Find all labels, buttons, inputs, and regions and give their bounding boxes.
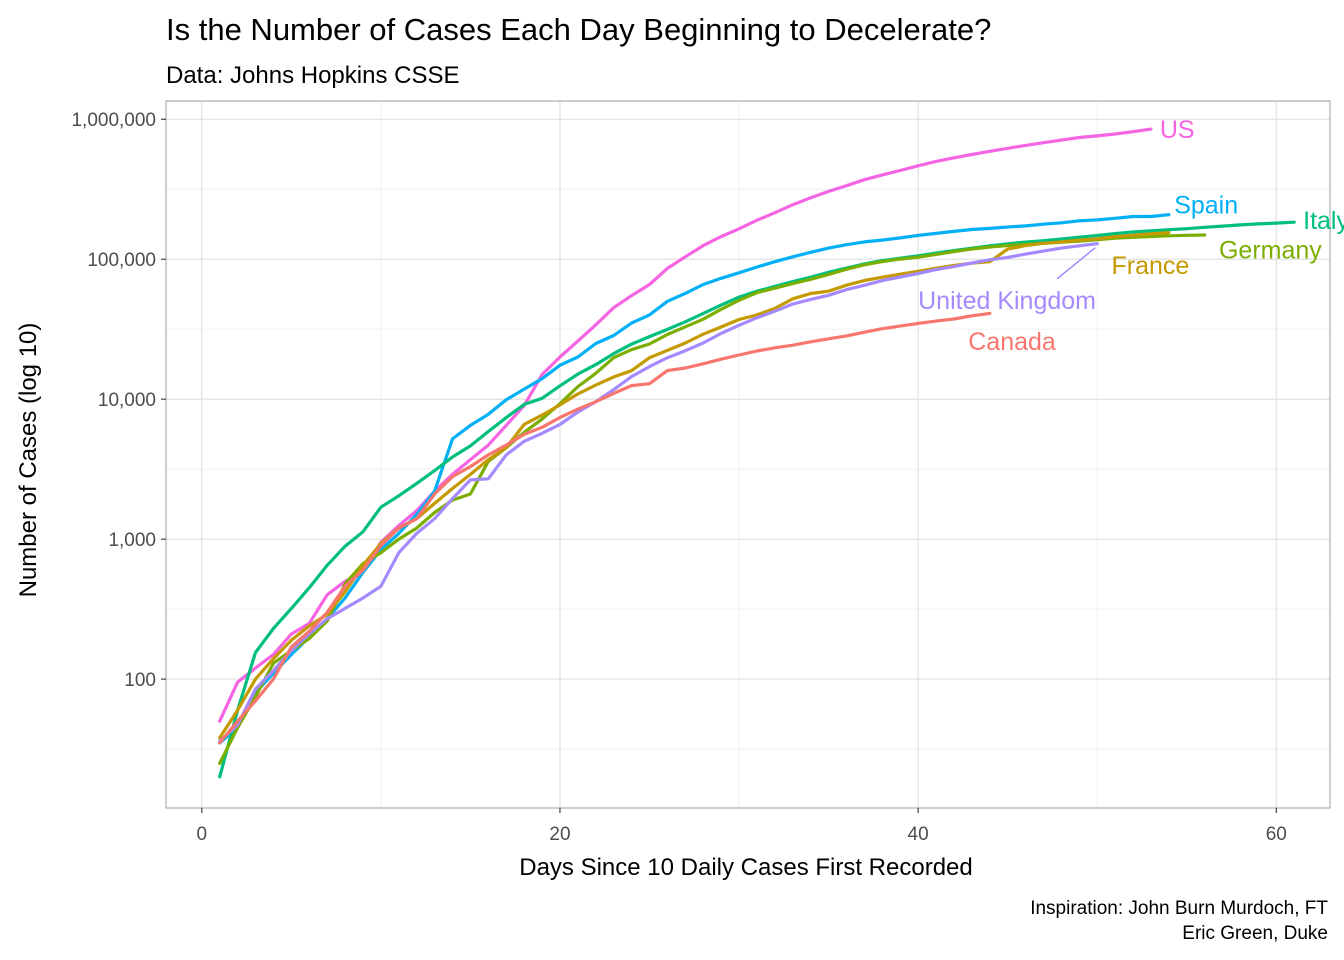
y-tick-label: 10,000: [98, 390, 156, 411]
label-leader-line: [1056, 247, 1096, 280]
series-label-germany: Germany: [1219, 237, 1322, 265]
x-tick-label: 0: [197, 824, 208, 845]
x-tick-label: 40: [908, 824, 929, 845]
x-tick-label: 20: [549, 824, 570, 845]
series-label-us: US: [1160, 116, 1195, 144]
caption-line-1: Inspiration: John Burn Murdoch, FT: [1030, 898, 1328, 919]
series-line-us: [218, 127, 1153, 723]
series-label-canada: Canada: [968, 328, 1056, 356]
y-axis: 100 1,000 10,000 100,000 1,000,000: [71, 110, 166, 691]
x-tick-label: 60: [1266, 824, 1287, 845]
y-tick-label: 1,000,000: [71, 110, 156, 131]
chart-subtitle: Data: Johns Hopkins CSSE: [166, 62, 460, 89]
chart-title: Is the Number of Cases Each Day Beginnin…: [166, 12, 992, 47]
y-axis-title: Number of Cases (log 10): [15, 323, 42, 598]
panel-border: [165, 100, 1331, 809]
caption-line-2: Eric Green, Duke: [1182, 923, 1328, 944]
y-tick-label: 100: [124, 670, 156, 691]
series-label-spain: Spain: [1174, 192, 1238, 220]
series-label-italy: Italy: [1303, 207, 1344, 235]
y-tick-label: 1,000: [108, 530, 156, 551]
series-label-france: France: [1112, 252, 1190, 280]
x-axis-title: Days Since 10 Daily Cases First Recorded: [519, 854, 973, 881]
series-line-united-kingdom: [218, 242, 1099, 743]
series-label-united-kingdom: United Kingdom: [918, 287, 1096, 315]
series-lines: [218, 127, 1296, 779]
series-line-canada: [218, 311, 992, 745]
x-axis: 0 20 40 60: [197, 808, 1287, 845]
grid-lines: [166, 101, 1330, 808]
y-tick-label: 100,000: [87, 250, 156, 271]
chart-caption: Inspiration: John Burn Murdoch, FT Eric …: [1030, 896, 1328, 946]
